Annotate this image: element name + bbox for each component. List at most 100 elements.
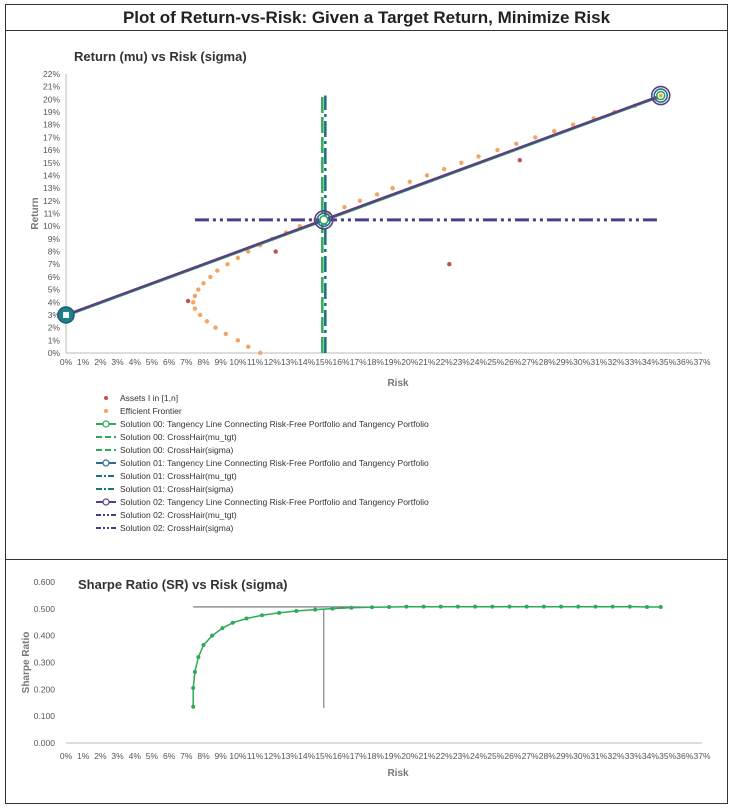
x-tick-label: 5% — [146, 357, 159, 367]
frontier-point — [197, 312, 203, 318]
x-tick-label: 29% — [556, 751, 573, 761]
y-axis-label: Return — [30, 197, 41, 229]
x-tick-label: 24% — [470, 357, 487, 367]
x-tick-label: 37% — [693, 357, 710, 367]
sharpe-point — [191, 685, 196, 690]
x-tick-label: 17% — [350, 751, 367, 761]
y-tick-label: 10% — [43, 221, 60, 231]
frontier-point — [533, 135, 538, 140]
x-tick-label: 36% — [676, 357, 693, 367]
y-tick-label: 9% — [48, 234, 61, 244]
x-tick-label: 17% — [350, 357, 367, 367]
legend-marker — [104, 396, 108, 400]
tangency-line-02 — [65, 94, 662, 317]
x-tick-label: 29% — [556, 357, 573, 367]
x-axis-label: Risk — [387, 378, 409, 389]
frontier-point — [201, 281, 206, 286]
frontier-point — [476, 154, 481, 159]
x-axis-label: Risk — [387, 768, 409, 779]
y-tick-label: 0.000 — [34, 738, 56, 748]
y-tick-label: 0% — [48, 348, 61, 358]
frontier-point — [570, 122, 576, 127]
x-tick-label: 8% — [197, 357, 210, 367]
y-tick-label: 5% — [48, 285, 61, 295]
x-tick-label: 13% — [281, 751, 298, 761]
y-tick-label: 0.600 — [34, 577, 56, 587]
y-tick-label: 2% — [48, 323, 61, 333]
x-tick-label: 21% — [418, 751, 435, 761]
x-tick-label: 22% — [436, 751, 453, 761]
sharpe-point — [259, 613, 264, 618]
x-tick-label: 25% — [487, 357, 504, 367]
frontier-point — [441, 166, 447, 172]
sharpe-point — [524, 604, 529, 609]
x-tick-label: 10% — [229, 751, 246, 761]
frontier-point — [192, 306, 198, 311]
x-tick-label: 34% — [642, 751, 659, 761]
x-tick-label: 18% — [367, 357, 384, 367]
sharpe-point — [576, 604, 581, 609]
y-tick-label: 0.300 — [34, 658, 56, 668]
frontier-point — [551, 128, 557, 134]
x-tick-label: 18% — [367, 751, 384, 761]
frontier-point — [390, 185, 395, 191]
frontier-point — [407, 179, 412, 184]
sharpe-point — [192, 669, 197, 674]
legend-marker — [102, 498, 110, 506]
x-tick-label: 21% — [418, 357, 435, 367]
y-tick-label: 0.500 — [34, 604, 56, 614]
frontier-point — [357, 198, 363, 204]
x-tick-label: 28% — [539, 357, 556, 367]
x-tick-label: 26% — [504, 357, 521, 367]
legend-label: Efficient Frontier — [120, 406, 182, 416]
legend-label: Solution 00: CrossHair(sigma) — [120, 445, 234, 455]
legend-label: Assets I in [1,n] — [120, 393, 178, 403]
sharpe-point — [438, 604, 443, 609]
frontier-point — [246, 344, 251, 349]
y-tick-label: 15% — [43, 158, 60, 168]
frontier-point — [225, 262, 230, 267]
legend-label: Solution 01: CrossHair(sigma) — [120, 484, 234, 494]
sharpe-line — [192, 605, 661, 707]
x-tick-label: 7% — [180, 751, 193, 761]
sharpe-point — [387, 604, 392, 609]
legend-marker — [102, 459, 110, 467]
sharpe-point — [220, 626, 225, 631]
frontier-point — [374, 192, 380, 197]
asset-point — [273, 249, 278, 254]
sharpe-point — [349, 605, 354, 610]
x-tick-label: 34% — [642, 357, 659, 367]
y-tick-label: 0.100 — [34, 711, 56, 721]
frontier-point — [223, 331, 229, 337]
x-tick-label: 4% — [129, 751, 142, 761]
x-tick-label: 0% — [60, 751, 73, 761]
asset-point — [447, 262, 452, 267]
frontier-point — [191, 300, 196, 305]
frontier-point — [514, 141, 519, 146]
legend-marker — [102, 420, 110, 428]
frontier-point — [495, 147, 500, 153]
x-tick-label: 1% — [77, 751, 90, 761]
y-tick-label: 1% — [48, 335, 61, 345]
chart-title: Return (mu) vs Risk (sigma) — [74, 49, 247, 64]
y-tick-label: 13% — [43, 183, 60, 193]
frontier-point — [204, 319, 210, 324]
x-tick-label: 22% — [436, 357, 453, 367]
sharpe-point — [507, 604, 512, 609]
legend-marker — [104, 409, 108, 413]
x-tick-label: 10% — [229, 357, 246, 367]
x-tick-label: 23% — [453, 357, 470, 367]
x-tick-label: 31% — [590, 357, 607, 367]
sharpe-point — [610, 604, 615, 609]
legend-label: Solution 00: Tangency Line Connecting Ri… — [120, 419, 429, 429]
cross-point-marker — [316, 212, 332, 228]
cross-point-marker — [319, 215, 329, 225]
y-tick-label: 12% — [43, 196, 60, 206]
asset-point — [517, 158, 522, 163]
x-tick-label: 36% — [676, 751, 693, 761]
legend-label: Solution 02: CrossHair(sigma) — [120, 523, 234, 533]
frontier-point — [215, 268, 220, 273]
legend-label: Solution 01: Tangency Line Connecting Ri… — [120, 458, 429, 468]
x-tick-label: 19% — [384, 357, 401, 367]
frontier-point — [342, 204, 347, 210]
